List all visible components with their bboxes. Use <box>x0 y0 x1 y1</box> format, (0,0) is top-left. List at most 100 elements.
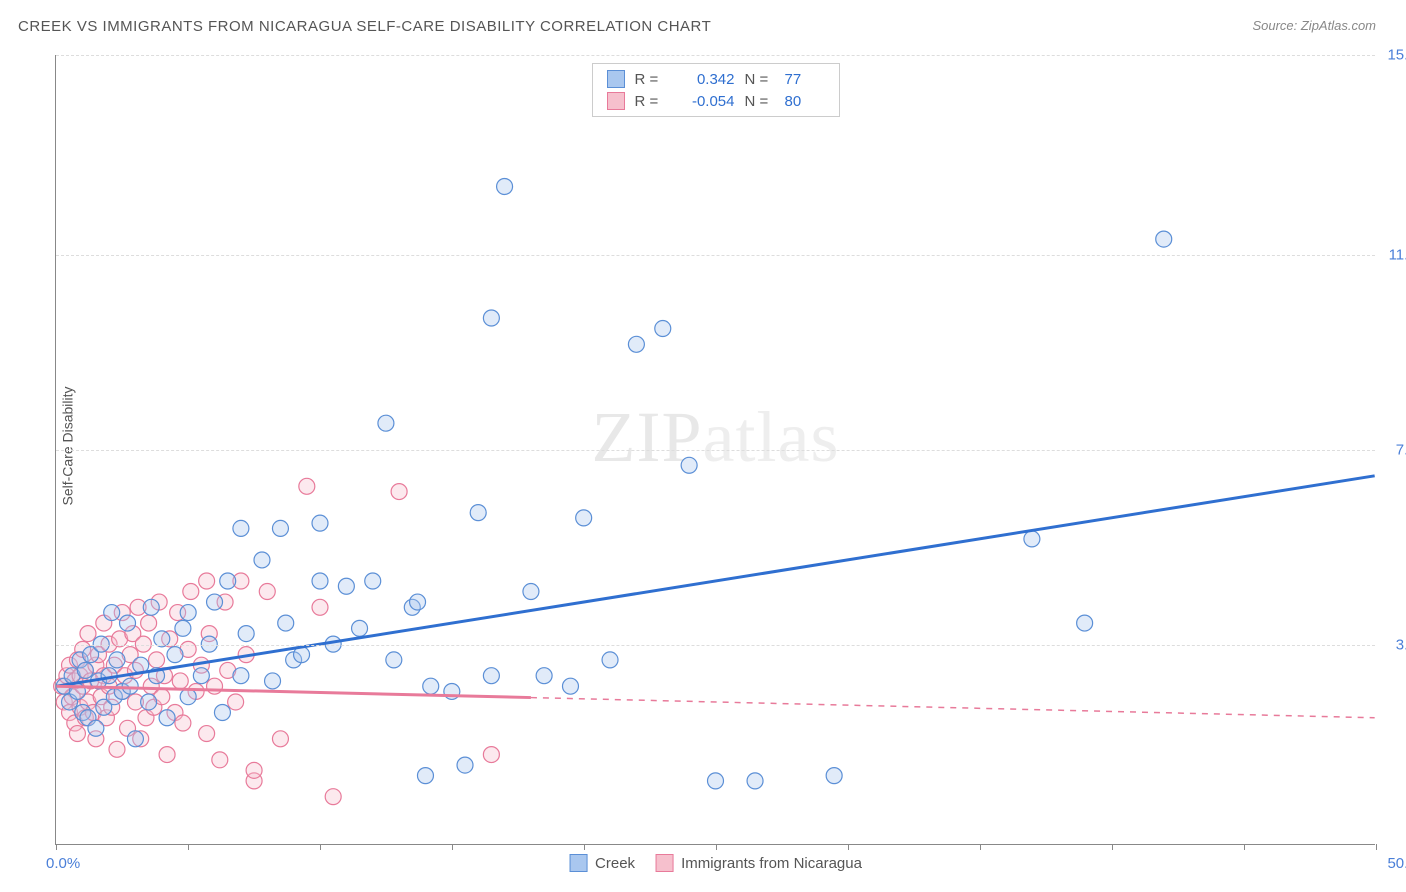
scatter-point <box>175 715 191 731</box>
scatter-point <box>228 694 244 710</box>
trend-line-extrapolated <box>531 698 1375 718</box>
legend-series-label: Creek <box>595 855 635 872</box>
scatter-point <box>233 668 249 684</box>
scatter-point <box>628 336 644 352</box>
legend-series: Creek Immigrants from Nicaragua <box>569 854 862 872</box>
scatter-point <box>120 615 136 631</box>
legend-r-value: 0.342 <box>675 71 735 88</box>
scatter-point <box>338 578 354 594</box>
scatter-point <box>655 321 671 337</box>
gridline <box>56 255 1375 256</box>
scatter-point <box>378 415 394 431</box>
x-tick <box>848 844 849 850</box>
scatter-point <box>312 573 328 589</box>
scatter-point <box>159 747 175 763</box>
legend-n-value: 77 <box>785 71 825 88</box>
scatter-point <box>143 599 159 615</box>
scatter-point <box>109 652 125 668</box>
scatter-point <box>233 520 249 536</box>
legend-series-label: Immigrants from Nicaragua <box>681 855 862 872</box>
scatter-point <box>127 731 143 747</box>
x-axis-max-label: 50.0% <box>1387 855 1406 872</box>
gridline <box>56 450 1375 451</box>
legend-n-value: 80 <box>785 93 825 110</box>
legend-correlation-row: R = -0.054 N = 80 <box>607 90 825 112</box>
scatter-point <box>523 584 539 600</box>
scatter-point <box>212 752 228 768</box>
scatter-point <box>122 678 138 694</box>
scatter-point <box>175 620 191 636</box>
scatter-point <box>109 741 125 757</box>
legend-r-label: R = <box>635 71 665 88</box>
scatter-point <box>457 757 473 773</box>
scatter-point <box>88 720 104 736</box>
scatter-point <box>483 310 499 326</box>
chart-title: CREEK VS IMMIGRANTS FROM NICARAGUA SELF-… <box>18 18 711 35</box>
x-tick <box>1244 844 1245 850</box>
scatter-point <box>483 747 499 763</box>
scatter-point <box>199 573 215 589</box>
scatter-point <box>238 626 254 642</box>
legend-series-item: Immigrants from Nicaragua <box>655 854 862 872</box>
x-tick <box>1112 844 1113 850</box>
scatter-point <box>312 599 328 615</box>
scatter-point <box>141 694 157 710</box>
scatter-point <box>410 594 426 610</box>
scatter-point <box>167 647 183 663</box>
scatter-point <box>220 573 236 589</box>
y-tick-label: 11.2% <box>1389 247 1406 264</box>
scatter-point <box>265 673 281 689</box>
scatter-point <box>470 505 486 521</box>
scatter-point <box>180 605 196 621</box>
scatter-point <box>391 484 407 500</box>
scatter-point <box>272 731 288 747</box>
scatter-point <box>826 768 842 784</box>
legend-series-item: Creek <box>569 854 635 872</box>
scatter-point <box>423 678 439 694</box>
scatter-point <box>312 515 328 531</box>
legend-correlation: R = 0.342 N = 77 R = -0.054 N = 80 <box>592 63 840 117</box>
scatter-point <box>386 652 402 668</box>
x-axis-min-label: 0.0% <box>46 855 80 872</box>
scatter-point <box>199 726 215 742</box>
legend-swatch <box>655 854 673 872</box>
y-tick-label: 7.5% <box>1396 442 1406 459</box>
trend-line <box>56 476 1374 686</box>
scatter-point <box>80 626 96 642</box>
x-tick <box>452 844 453 850</box>
scatter-point <box>747 773 763 789</box>
gridline <box>56 645 1375 646</box>
scatter-point <box>536 668 552 684</box>
scatter-point <box>214 705 230 721</box>
x-tick <box>188 844 189 850</box>
y-tick-label: 15.0% <box>1387 47 1406 64</box>
x-tick <box>980 844 981 850</box>
x-tick <box>1376 844 1377 850</box>
scatter-point <box>417 768 433 784</box>
scatter-point <box>180 689 196 705</box>
x-tick <box>716 844 717 850</box>
legend-r-value: -0.054 <box>675 93 735 110</box>
scatter-point <box>681 457 697 473</box>
gridline <box>56 55 1375 56</box>
scatter-point <box>483 668 499 684</box>
legend-swatch <box>569 854 587 872</box>
scatter-point <box>299 478 315 494</box>
legend-swatch <box>607 92 625 110</box>
scatter-point <box>708 773 724 789</box>
scatter-point <box>352 620 368 636</box>
scatter-point <box>69 726 85 742</box>
scatter-point <box>272 520 288 536</box>
scatter-point <box>193 668 209 684</box>
legend-n-label: N = <box>745 93 775 110</box>
scatter-point <box>141 615 157 631</box>
scatter-point <box>246 762 262 778</box>
y-tick-label: 3.8% <box>1396 636 1406 653</box>
scatter-point <box>254 552 270 568</box>
legend-swatch <box>607 70 625 88</box>
source-attribution: Source: ZipAtlas.com <box>1252 18 1376 33</box>
scatter-point <box>278 615 294 631</box>
legend-r-label: R = <box>635 93 665 110</box>
scatter-point <box>149 652 165 668</box>
scatter-point <box>104 605 120 621</box>
